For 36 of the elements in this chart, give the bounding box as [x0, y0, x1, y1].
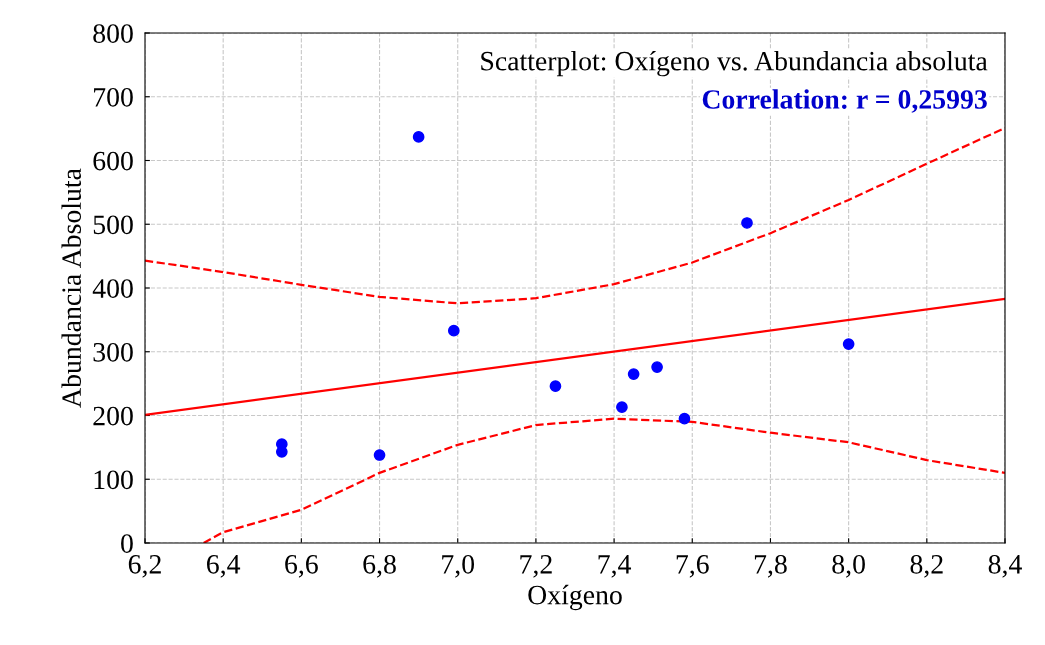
x-tick-label: 7,2	[520, 554, 552, 578]
annotation: Correlation: r = 0,25993	[702, 89, 987, 113]
x-tick-label: 8,0	[832, 554, 865, 578]
y-tick-label: 0	[121, 534, 133, 553]
x-tick-label: 8,4	[988, 554, 1022, 578]
y-tick-label: 100	[94, 470, 133, 490]
point	[627, 368, 640, 380]
y-tick-label: 300	[93, 342, 133, 362]
x-tick-label: 6,6	[285, 554, 318, 578]
x-axis-title: Oxígeno	[528, 584, 622, 611]
annotation: Scatterplot: Oxígeno vs. Abundancia absoluta	[481, 50, 988, 77]
point	[412, 131, 425, 143]
x-tick-label: 6,4	[207, 554, 241, 578]
y-tick-label: 800	[93, 24, 133, 43]
y-axis-title: Abundancia Absoluta	[61, 168, 82, 408]
point	[373, 449, 386, 461]
point	[549, 380, 562, 393]
y-tick-label: 500	[93, 215, 133, 235]
y-tick-label: 700	[94, 87, 133, 107]
x-tick-label: 6,2	[128, 554, 161, 578]
point	[842, 338, 855, 350]
point	[741, 217, 753, 229]
line-series	[145, 126, 1005, 305]
x-tick-label: 7,6	[676, 554, 709, 578]
x-tick-label: 8,2	[910, 554, 943, 578]
y-tick-label: 600	[93, 151, 133, 171]
point	[447, 324, 460, 337]
x-tick-label: 7,8	[754, 554, 787, 578]
x-tick-label: 7,0	[442, 554, 475, 578]
point	[651, 361, 663, 373]
x-tick-label: 7,4	[598, 555, 632, 578]
x-tick-label: 6,8	[363, 554, 396, 578]
y-tick-label: 400	[92, 279, 133, 298]
y-tick-label: 200	[93, 406, 133, 426]
point	[616, 401, 628, 414]
point	[678, 412, 691, 425]
